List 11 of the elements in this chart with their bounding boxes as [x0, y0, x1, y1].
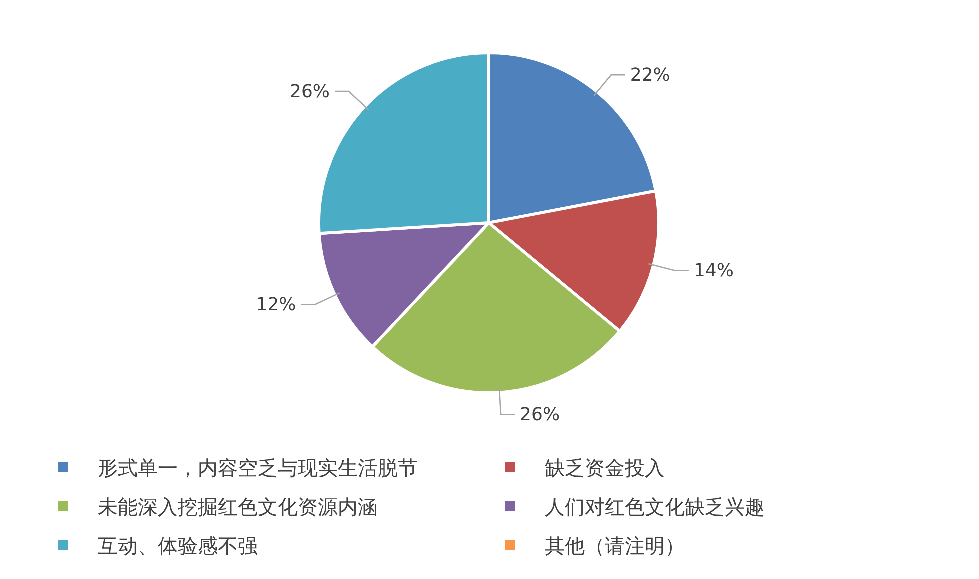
legend-label: 形式单一，内容空乏与现实生活脱节	[98, 456, 418, 480]
data-label: 22%	[630, 65, 670, 86]
data-label: 26%	[520, 404, 560, 426]
legend-label: 未能深入挖掘红色文化资源内涵	[98, 495, 378, 519]
data-label: 14%	[694, 260, 734, 282]
legend-label: 人们对红色文化缺乏兴趣	[545, 495, 765, 519]
legend-label: 互动、体验感不强	[98, 534, 258, 558]
data-label: 12%	[256, 294, 296, 316]
legend-label: 其他（请注明）	[545, 534, 685, 558]
data-label: 26%	[290, 82, 330, 103]
legend-label: 缺乏资金投入	[545, 456, 665, 480]
